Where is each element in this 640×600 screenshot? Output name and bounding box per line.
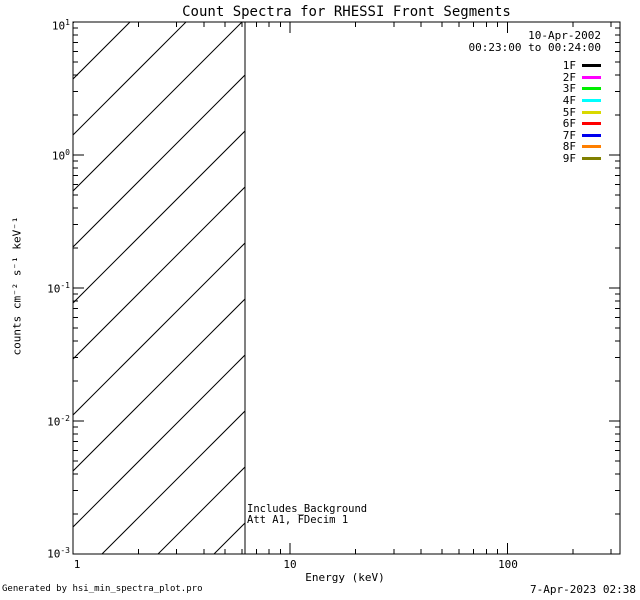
y-tick-label: 100	[51, 148, 70, 163]
legend-color-line	[582, 110, 601, 114]
observation-time-range: 00:23:00 to 00:24:00	[468, 41, 601, 54]
y-axis-label: counts cm⁻² s⁻¹ keV⁻¹	[10, 216, 24, 356]
legend-label: 8F	[562, 140, 576, 154]
legend-color-line	[582, 122, 601, 126]
annotation-attenuator-state: Att A1, FDecim 1	[247, 514, 349, 526]
legend-item: 8F	[562, 140, 601, 154]
x-tick-label: 100	[498, 558, 518, 571]
y-tick-label: 10-3	[47, 546, 70, 561]
legend-color-line	[582, 133, 601, 137]
chart-title: Count Spectra for RHESSI Front Segments	[182, 4, 511, 20]
annotation-includes-background: Includes_Background	[247, 503, 368, 515]
y-tick-label: 10-2	[47, 414, 70, 429]
legend-label: 7F	[562, 128, 576, 142]
legend-label: 2F	[562, 70, 576, 84]
hatch-region	[73, 22, 246, 554]
legend-item: 2F	[562, 70, 601, 84]
legend-item: 3F	[562, 82, 601, 96]
legend-label: 5F	[562, 105, 576, 119]
legend-item: 1F	[562, 59, 601, 73]
observation-date: 10-Apr-2002	[528, 29, 601, 42]
y-tick-label: 10-1	[47, 281, 70, 296]
legend-label: 6F	[562, 117, 576, 131]
y-tick-label: 101	[51, 18, 70, 33]
legend-item: 9F	[562, 152, 601, 166]
legend: 1F 2F 3F 4F 5F 6F 7F 8F	[562, 59, 601, 166]
legend-label: 9F	[562, 152, 576, 166]
render-timestamp: 7-Apr-2023 02:38	[530, 583, 636, 596]
legend-color-line	[582, 145, 601, 149]
x-tick-label: 1	[73, 558, 81, 571]
legend-item: 7F	[562, 128, 601, 142]
legend-color-line	[582, 75, 601, 79]
legend-item: 6F	[562, 117, 601, 131]
legend-color-line	[582, 87, 601, 91]
legend-color-line	[582, 157, 601, 161]
legend-label: 4F	[562, 94, 576, 108]
legend-label: 3F	[562, 82, 576, 96]
x-tick-label: 10	[283, 558, 297, 571]
x-axis-label: Energy (keV)	[305, 571, 385, 584]
legend-item: 4F	[562, 94, 601, 108]
legend-label: 1F	[562, 59, 576, 73]
legend-item: 5F	[562, 105, 601, 119]
legend-color-line	[582, 64, 601, 68]
legend-color-line	[582, 99, 601, 103]
generated-by-text: Generated by hsi_min_spectra_plot.pro	[2, 584, 203, 594]
